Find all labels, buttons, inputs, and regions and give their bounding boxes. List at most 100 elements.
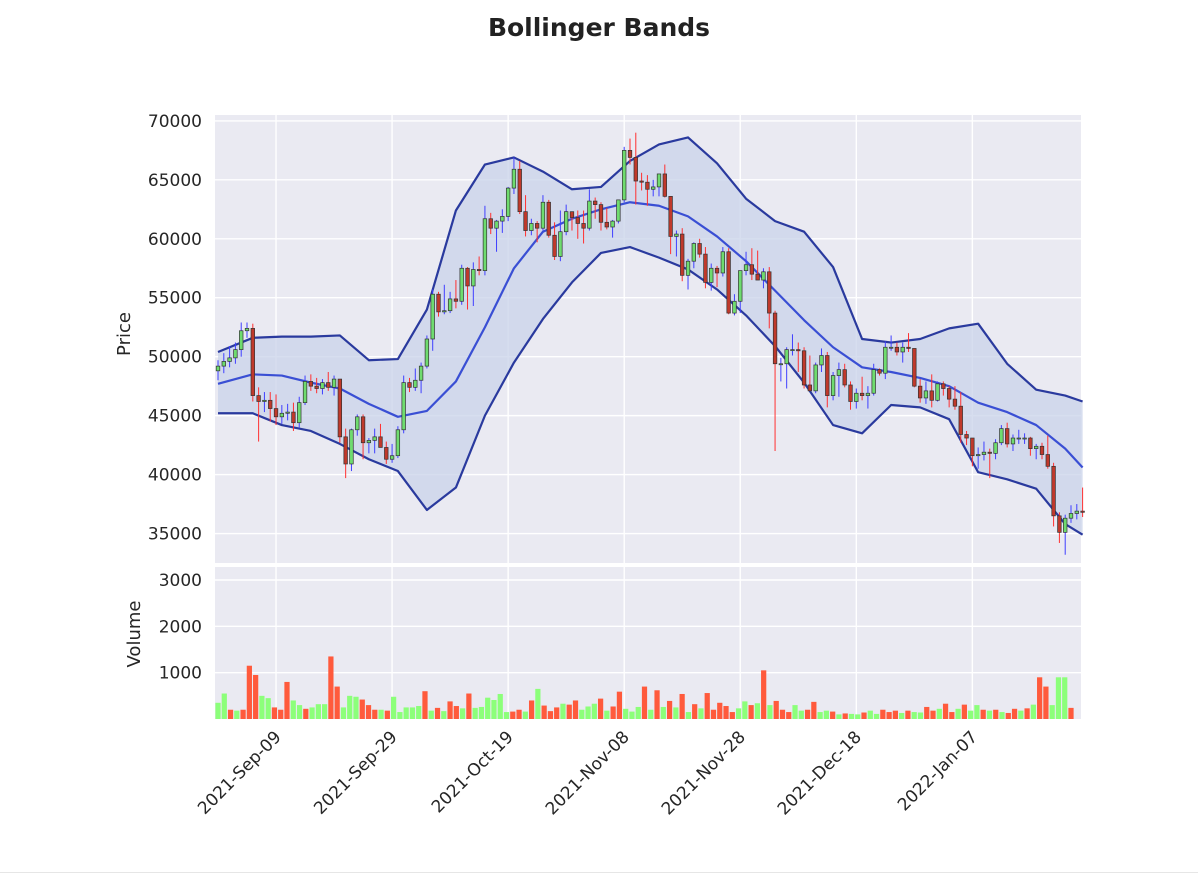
candle-body <box>1045 454 1050 467</box>
candle <box>517 160 522 215</box>
candle <box>273 394 279 426</box>
candle-body <box>465 267 470 287</box>
volume-bars <box>215 656 1074 719</box>
candle-body <box>384 447 389 460</box>
candle-body <box>674 233 679 237</box>
candle <box>360 414 366 460</box>
volume-bar <box>673 707 679 719</box>
candle <box>761 268 766 289</box>
candle <box>738 270 743 314</box>
candle <box>540 195 546 231</box>
candle <box>355 414 360 436</box>
volume-bar <box>322 704 328 719</box>
candle-body <box>471 269 476 287</box>
candle <box>465 267 470 310</box>
candle-body <box>865 392 871 396</box>
volume-bar <box>867 710 873 719</box>
volume-bar <box>861 712 867 719</box>
volume-bar <box>528 700 535 719</box>
candle-body <box>546 201 551 236</box>
price-tick-label: 40000 <box>148 466 202 486</box>
volume-bar <box>980 709 986 719</box>
volume-bar <box>510 711 516 719</box>
volume-bar <box>259 695 265 719</box>
candle-body <box>749 264 754 275</box>
candle-body <box>505 187 511 217</box>
bottom-divider <box>0 872 1198 873</box>
volume-bar <box>253 674 259 719</box>
volume-bar <box>372 709 378 719</box>
candle <box>471 262 476 306</box>
volume-bar <box>309 707 315 719</box>
candle-body <box>604 221 609 228</box>
volume-bar <box>365 705 372 719</box>
candle-body <box>622 150 627 201</box>
volume-bar <box>641 686 648 719</box>
volume-bar <box>391 696 397 719</box>
candle-body <box>842 369 847 386</box>
candle <box>1016 429 1021 444</box>
candle <box>604 208 609 230</box>
volume-bar <box>886 712 892 719</box>
candle <box>622 146 627 203</box>
candle-body <box>796 349 801 352</box>
candle <box>709 263 714 291</box>
candle-body <box>366 440 372 444</box>
candle <box>935 381 940 402</box>
candle-body <box>569 211 575 218</box>
candle <box>1005 422 1010 448</box>
volume-bar <box>227 709 234 719</box>
volume-tick-label: 2000 <box>159 617 202 637</box>
volume-bar <box>905 710 911 719</box>
candle <box>384 441 389 464</box>
candle-body <box>598 204 604 223</box>
volume-bar <box>491 700 497 719</box>
candle-body <box>662 173 667 197</box>
candle-body <box>1080 510 1085 513</box>
candle-body <box>854 392 859 402</box>
volume-bar <box>742 701 748 719</box>
candle-body <box>529 223 534 231</box>
candle-body <box>790 349 795 351</box>
candle-body <box>894 346 900 353</box>
candle <box>784 347 789 389</box>
candle <box>1034 443 1039 460</box>
volume-bar <box>572 700 579 719</box>
candle <box>755 250 760 281</box>
candle <box>877 368 882 376</box>
candle <box>262 392 267 413</box>
candle-body <box>807 384 813 392</box>
candle <box>825 351 830 408</box>
volume-bar <box>315 704 321 719</box>
candle <box>331 375 337 396</box>
candle <box>1039 442 1045 460</box>
volume-bar <box>503 712 510 719</box>
candle <box>575 210 580 239</box>
volume-bar <box>961 704 967 719</box>
candle <box>720 247 725 277</box>
volume-bar <box>942 703 949 719</box>
candle <box>250 323 255 402</box>
candle <box>685 258 691 290</box>
candle <box>981 441 987 461</box>
candle-body <box>482 218 488 271</box>
x-tick-label: 2022-Jan-07 <box>894 727 982 815</box>
volume-bar <box>1030 704 1036 719</box>
candle-body <box>900 346 905 353</box>
candle <box>1068 505 1074 523</box>
candle <box>703 247 708 289</box>
candle <box>610 219 615 238</box>
candle-body <box>1063 517 1068 533</box>
candle-body <box>1028 437 1033 449</box>
volume-bar <box>955 708 961 719</box>
candle-body <box>813 364 818 392</box>
volume-bar <box>1068 707 1074 719</box>
candle-body <box>917 385 923 399</box>
candle <box>941 381 946 396</box>
volume-bar <box>1043 686 1049 719</box>
candle <box>256 387 261 442</box>
candle-body <box>877 369 882 374</box>
candle-body <box>772 312 778 365</box>
volume-bar <box>416 706 422 719</box>
candle <box>993 439 998 460</box>
